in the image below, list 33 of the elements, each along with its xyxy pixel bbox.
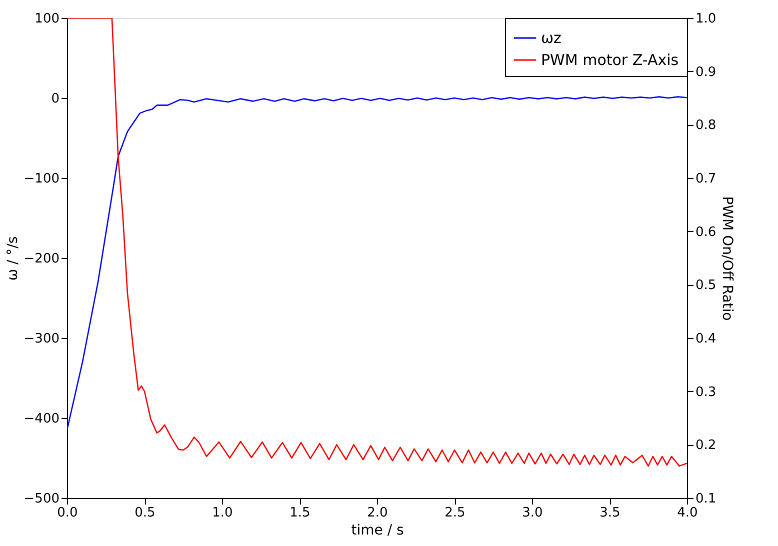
y-tick-label: −400: [24, 412, 60, 426]
y-tick-label: −200: [24, 252, 60, 266]
y-tick-label: −500: [24, 492, 60, 506]
line-series: [67, 18, 687, 467]
x-tick-label: 0.0: [57, 506, 78, 520]
x-tick-label: 1.5: [290, 506, 310, 520]
x-tick-label: 4.0: [677, 506, 698, 520]
y2-tick-label: 0.2: [696, 438, 716, 454]
y2-tick-label: 0.5: [696, 278, 716, 294]
y-tick-label: 100: [34, 12, 60, 26]
x-tick-label: 1.0: [212, 506, 233, 520]
x-tick-label: 2.0: [367, 506, 388, 520]
y2-tick-label: 1.0: [696, 12, 716, 26]
y-axis-title: ω / °/s: [4, 236, 21, 281]
x-tick-label: 3.0: [522, 506, 543, 520]
line-series: [67, 96, 687, 431]
y-tick-label: 0: [51, 92, 60, 106]
x-tick-label: 0.5: [134, 506, 156, 520]
legend-label: PWM motor Z-Axis: [541, 51, 679, 69]
y2-tick-label: 0.8: [696, 118, 716, 134]
x-axis-title: time / s: [351, 522, 404, 538]
y2-tick-label: 0.9: [696, 64, 716, 80]
y2-tick-label: 0.4: [696, 332, 716, 346]
y2-tick-label: 0.6: [696, 224, 716, 240]
legend-label: ωz: [541, 29, 562, 47]
y-tick-label: −100: [24, 172, 60, 186]
y2-axis-title: PWM On/Off Ratio: [719, 196, 736, 321]
y-tick-label: −300: [24, 332, 60, 346]
y2-tick-label: 0.1: [696, 492, 716, 506]
y2-tick-label: 0.3: [696, 384, 716, 400]
x-tick-label: 2.5: [444, 506, 466, 520]
y2-tick-label: 0.7: [696, 172, 716, 186]
x-tick-label: 3.5: [600, 506, 620, 520]
